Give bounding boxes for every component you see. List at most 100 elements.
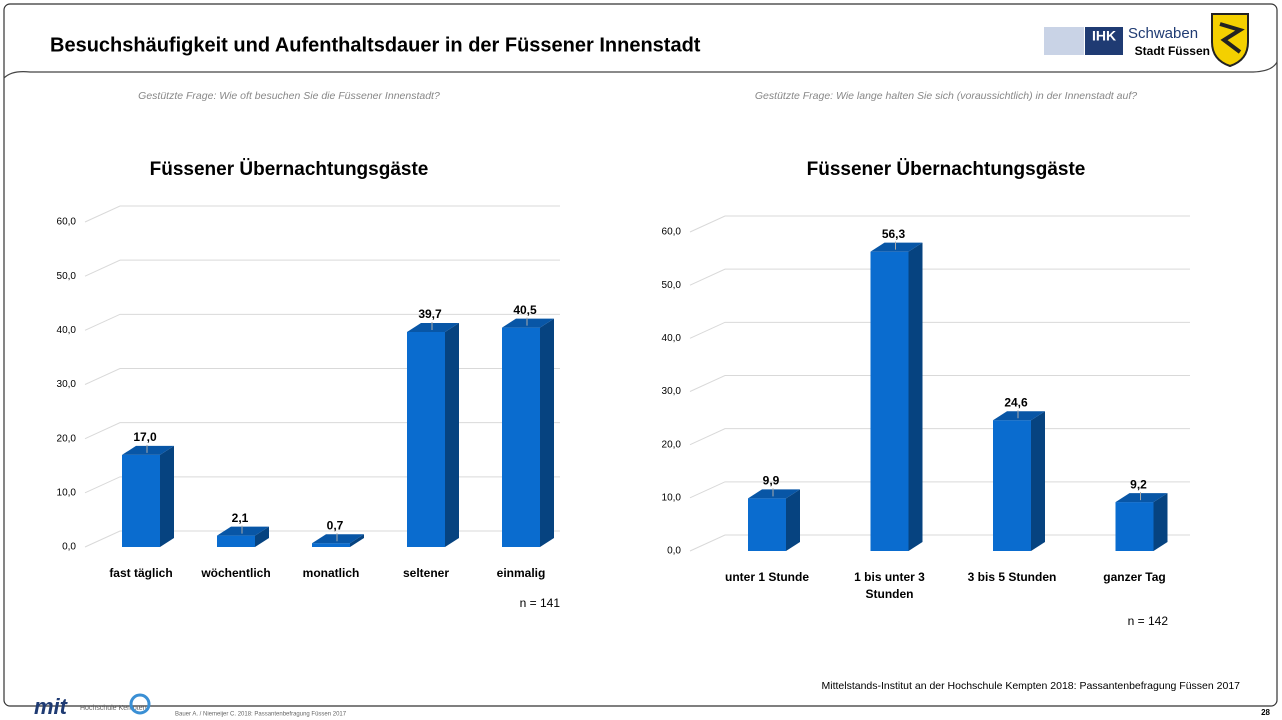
logo-city: Stadt Füssen <box>1135 44 1210 58</box>
question: Gestützte Frage: Wie lange halten Sie si… <box>755 90 1137 102</box>
logo-ihk-box <box>1085 27 1123 55</box>
bar <box>748 489 800 551</box>
bar <box>312 534 364 547</box>
citation: Bauer A. / Niemeijer C. 2018: Passantenb… <box>175 712 347 718</box>
logo-hs: Hochschule Kempten <box>80 705 147 712</box>
x-tick-label: 1 bis unter 3 Stunden <box>854 570 925 601</box>
bar-top <box>122 445 174 455</box>
header-divider <box>3 61 1278 79</box>
bar <box>502 318 554 547</box>
y-tick-label: 30,0 <box>662 386 682 397</box>
y-tick-label: 60,0 <box>57 217 77 228</box>
data-label: 0,7 <box>327 518 344 532</box>
y-tick-label: 0,0 <box>62 542 76 553</box>
x-tick-label: wöchentlich <box>201 566 271 580</box>
bar-front <box>122 454 160 547</box>
bar-front <box>312 543 350 547</box>
x-tick-label: einmalig <box>496 566 546 580</box>
bar-side <box>255 526 269 547</box>
annotation: n = 142 <box>1128 614 1169 628</box>
bar-top <box>312 534 364 544</box>
x-tick-label: unter 1 Stunde <box>724 570 809 584</box>
bar <box>217 526 269 547</box>
bar-front <box>407 331 445 547</box>
bar-front <box>993 420 1031 551</box>
x-tick-label: fast täglich <box>109 566 173 580</box>
bar-front <box>1115 502 1154 551</box>
bar-front <box>870 251 909 551</box>
y-tick-label: 50,0 <box>57 271 77 282</box>
annotation: n = 141 <box>520 596 561 610</box>
data-label: 56,3 <box>882 227 906 241</box>
y-tick-label: 50,0 <box>662 280 682 291</box>
chart-title: Füssener Übernachtungsgäste <box>150 159 429 180</box>
bar-top <box>407 322 459 332</box>
logo-schwaben: Schwaben <box>1128 25 1198 42</box>
bar-top <box>502 318 554 328</box>
bar <box>870 242 923 551</box>
city-crest <box>1211 13 1249 68</box>
bar-top <box>217 526 269 536</box>
data-label: 40,5 <box>513 303 537 317</box>
x-tick-label: ganzer Tag <box>1103 570 1166 584</box>
y-tick-label: 40,0 <box>57 325 77 336</box>
grid-line <box>689 321 1190 339</box>
logo-hs-mark <box>129 693 151 715</box>
bar-front <box>502 327 540 547</box>
bar-side <box>786 489 800 551</box>
data-label: 39,7 <box>418 307 442 321</box>
x-tick-label: seltener <box>402 566 450 580</box>
grid-line <box>84 313 560 331</box>
bar-side <box>540 318 554 547</box>
x-tick-label: monatlich <box>302 566 360 580</box>
bar <box>1115 493 1168 551</box>
bar-side <box>445 322 459 547</box>
bar <box>407 322 459 547</box>
bar-front <box>748 498 786 551</box>
bar-side <box>1153 493 1168 551</box>
y-tick-label: 10,0 <box>662 492 682 503</box>
source: Mittelstands-Institut an der Hochschule … <box>821 680 1240 692</box>
data-label: 9,9 <box>763 474 780 488</box>
slide-title: Besuchshäufigkeit und Aufenthaltsdauer i… <box>50 34 701 56</box>
bar <box>993 411 1045 551</box>
bar-top <box>993 411 1045 421</box>
bar-side <box>350 534 364 547</box>
chart-title: Füssener Übernachtungsgäste <box>807 159 1086 180</box>
x-tick-label: 3 bis 5 Stunden <box>967 570 1057 584</box>
y-tick-label: 0,0 <box>667 546 681 557</box>
bar-side <box>908 242 923 551</box>
page-number: 28 <box>1261 708 1270 717</box>
data-label: 9,2 <box>1130 477 1147 491</box>
data-label: 17,0 <box>133 430 157 444</box>
grid-line <box>689 428 1190 446</box>
grid-line <box>84 368 560 385</box>
y-tick-label: 30,0 <box>57 379 77 390</box>
bar-top <box>1115 493 1168 503</box>
y-tick-label: 20,0 <box>57 433 77 444</box>
bar-top <box>870 242 923 252</box>
bar <box>122 445 174 547</box>
grid-line <box>84 205 560 223</box>
question: Gestützte Frage: Wie oft besuchen Sie di… <box>138 90 440 102</box>
logo-mit: mit <box>34 694 69 719</box>
bar-side <box>1031 411 1045 551</box>
y-tick-label: 10,0 <box>57 487 77 498</box>
bar-top <box>748 489 800 499</box>
y-tick-label: 20,0 <box>662 439 682 450</box>
y-tick-label: 40,0 <box>662 333 682 344</box>
grid-line <box>689 215 1190 233</box>
grid-line <box>84 259 560 277</box>
logo-ihk: IHK <box>1092 28 1116 44</box>
data-label: 2,1 <box>232 511 249 525</box>
data-label: 24,6 <box>1004 395 1028 409</box>
grid-line <box>689 268 1190 286</box>
y-tick-label: 60,0 <box>662 227 682 238</box>
bar-side <box>160 445 174 547</box>
grid-line <box>689 375 1190 392</box>
crest-symbol <box>1219 22 1245 54</box>
bar-front <box>217 535 255 547</box>
slide-frame <box>3 3 1278 707</box>
